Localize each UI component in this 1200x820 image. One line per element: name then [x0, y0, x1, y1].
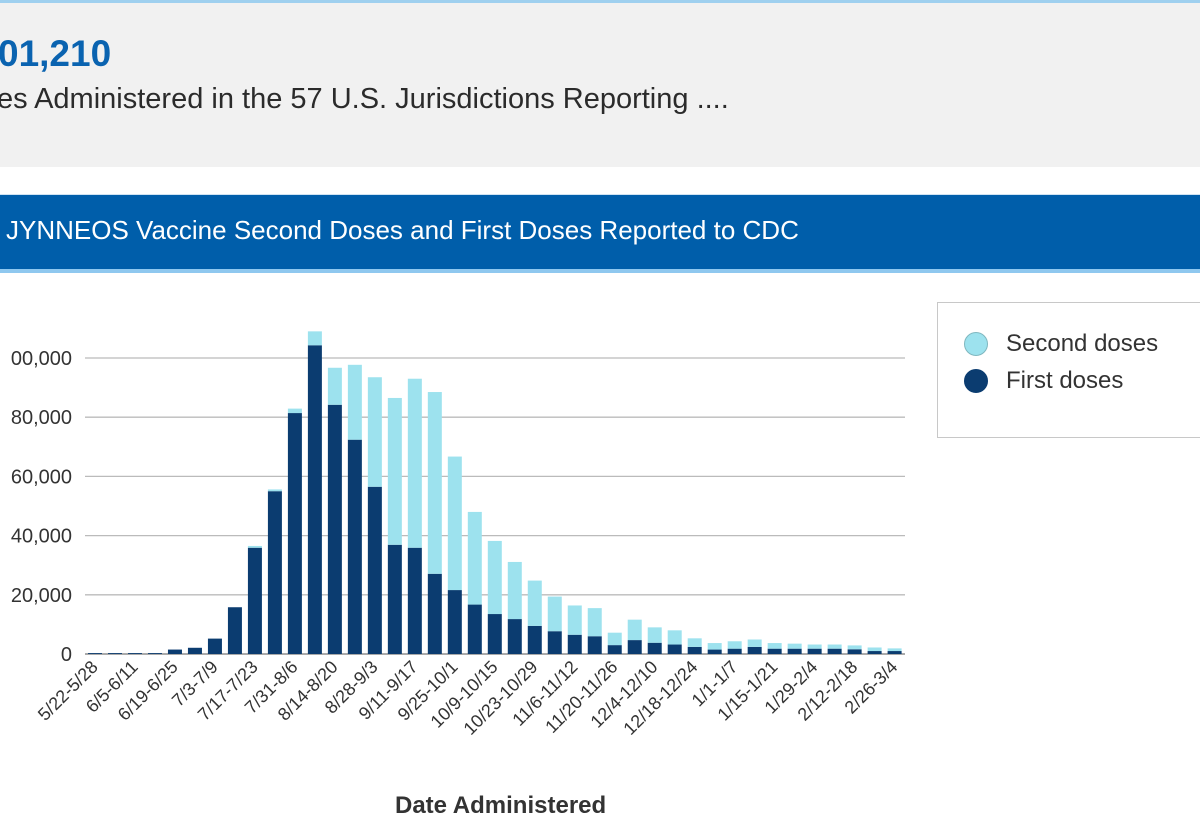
- bar-second-doses: [647, 627, 662, 643]
- bar-second-doses: [707, 643, 722, 650]
- bar-second-doses: [347, 364, 362, 440]
- bar-first-doses: [307, 345, 322, 654]
- bar-second-doses: [687, 638, 702, 647]
- bar-second-doses: [847, 645, 862, 650]
- bar-second-doses: [607, 632, 622, 646]
- bar-first-doses: [167, 649, 182, 654]
- bar-first-doses: [247, 547, 262, 654]
- bar-first-doses: [227, 607, 242, 654]
- bar-first-doses: [447, 590, 462, 654]
- bar-second-doses: [327, 367, 342, 405]
- bar-first-doses: [127, 653, 142, 654]
- bar-first-doses: [467, 604, 482, 654]
- bar-second-doses: [667, 630, 682, 645]
- bar-first-doses: [147, 653, 162, 654]
- y-tick-label: 60,000: [11, 466, 72, 488]
- bar-second-doses: [887, 648, 902, 652]
- bar-second-doses: [467, 511, 482, 605]
- bar-second-doses: [587, 608, 602, 637]
- bar-second-doses: [507, 561, 522, 620]
- bar-first-doses: [687, 646, 702, 654]
- top-accent-line: [0, 0, 1200, 3]
- bar-first-doses: [547, 631, 562, 654]
- bar-second-doses: [547, 596, 562, 632]
- y-tick-label: 0: [61, 644, 72, 666]
- chart-legend: Second doses First doses: [937, 302, 1200, 438]
- bar-second-doses: [787, 643, 802, 649]
- bar-second-doses: [867, 647, 882, 652]
- bar-first-doses: [507, 619, 522, 654]
- bar-first-doses: [707, 649, 722, 654]
- total-doses-number: 01,210: [0, 33, 112, 74]
- y-tick-label: 20,000: [11, 585, 72, 607]
- first-doses-swatch-icon: [964, 369, 988, 393]
- bar-first-doses: [807, 648, 822, 654]
- bar-first-doses: [587, 636, 602, 654]
- stacked-bar-chart: 0 20,000 40,000 60,000 80,000 00,000 5/22-5/28…: [11, 331, 905, 739]
- bar-second-doses: [387, 397, 402, 545]
- bar-first-doses: [887, 651, 902, 654]
- legend-label: First doses: [1006, 367, 1124, 394]
- bar-first-doses: [867, 651, 882, 654]
- bar-first-doses: [627, 640, 642, 654]
- bar-second-doses: [427, 392, 442, 574]
- bar-second-doses: [407, 378, 422, 548]
- bar-second-doses: [827, 644, 842, 649]
- bar-first-doses: [747, 646, 762, 654]
- bar-first-doses: [287, 413, 302, 654]
- bar-first-doses: [727, 648, 742, 654]
- y-tick-label: 40,000: [11, 526, 72, 548]
- bar-second-doses: [307, 331, 322, 346]
- legend-item-first-doses[interactable]: First doses: [964, 367, 1123, 395]
- bar-second-doses: [567, 605, 582, 635]
- bar-first-doses: [367, 486, 382, 654]
- bar-second-doses: [747, 639, 762, 647]
- bar-first-doses: [327, 404, 342, 654]
- bar-second-doses: [527, 580, 542, 626]
- bar-first-doses: [107, 653, 122, 654]
- bar-first-doses: [527, 625, 542, 654]
- bar-first-doses: [767, 648, 782, 654]
- bar-second-doses: [487, 540, 502, 615]
- total-doses-description: es Administered in the 57 U.S. Jurisdict…: [0, 83, 729, 115]
- bar-second-doses: [287, 408, 302, 414]
- summary-panel: 01,210 es Administered in the 57 U.S. Ju…: [0, 3, 1200, 167]
- bar-first-doses: [667, 644, 682, 654]
- bar-first-doses: [387, 544, 402, 654]
- bar-first-doses: [207, 638, 222, 654]
- bar-second-doses: [627, 619, 642, 641]
- y-tick-label: 80,000: [11, 407, 72, 429]
- bar-first-doses: [607, 645, 622, 654]
- bar-first-doses: [407, 547, 422, 654]
- bar-second-doses: [767, 643, 782, 649]
- bar-second-doses: [727, 641, 742, 649]
- bar-second-doses: [807, 644, 822, 649]
- bar-first-doses: [847, 649, 862, 654]
- legend-label: Second doses: [1006, 330, 1159, 357]
- bar-first-doses: [347, 439, 362, 654]
- bar-second-doses: [267, 489, 282, 492]
- bar-first-doses: [487, 614, 502, 654]
- x-tick-label: 5/22-5/28: [34, 657, 102, 725]
- bar-first-doses: [787, 648, 802, 654]
- chart-title: JYNNEOS Vaccine Second Doses and First D…: [6, 215, 799, 245]
- bar-first-doses: [88, 653, 102, 654]
- bar-first-doses: [567, 634, 582, 654]
- bar-first-doses: [187, 647, 202, 654]
- bar-second-doses: [367, 377, 382, 487]
- chart-banner: JYNNEOS Vaccine Second Doses and First D…: [0, 194, 1200, 273]
- bar-first-doses: [647, 642, 662, 654]
- second-doses-swatch-icon: [964, 332, 988, 356]
- bar-second-doses: [247, 545, 262, 548]
- bar-first-doses: [427, 573, 442, 654]
- y-tick-label: 00,000: [11, 348, 72, 370]
- legend-item-second-doses[interactable]: Second doses: [964, 330, 1158, 358]
- bar-first-doses: [267, 491, 282, 654]
- x-axis-title: Date Administered: [395, 792, 607, 819]
- bar-second-doses: [447, 456, 462, 591]
- bar-first-doses: [827, 648, 842, 654]
